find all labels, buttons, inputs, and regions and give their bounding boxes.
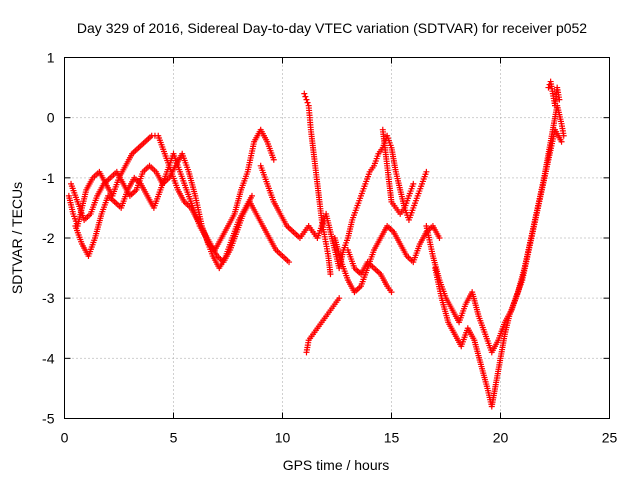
x-tick-label: 10 xyxy=(275,430,291,446)
data-point-marker xyxy=(410,180,417,187)
series-track-l xyxy=(545,78,563,109)
plot-frame xyxy=(64,57,610,419)
x-tick-label: 0 xyxy=(61,430,69,446)
data-point-marker xyxy=(270,156,277,163)
data-point-marker xyxy=(327,271,334,278)
data-point-marker xyxy=(336,295,343,302)
series-track-b xyxy=(68,126,277,254)
x-tick-labels: 0 5 10 15 20 25 xyxy=(61,430,618,446)
y-axis-label: SDTVAR / TECUs xyxy=(9,182,25,294)
series-track-g xyxy=(301,90,334,278)
series-track-d xyxy=(257,132,430,272)
data-point-marker xyxy=(545,84,552,91)
x-tick-label: 20 xyxy=(493,430,509,446)
y-tick-label: 1 xyxy=(47,50,55,66)
series-track-k xyxy=(432,126,565,410)
data-point-marker xyxy=(304,99,311,106)
y-tick-label: -5 xyxy=(42,411,55,427)
y-tick-labels: -5 -4 -3 -2 -1 0 1 xyxy=(42,50,55,427)
y-tick-label: -4 xyxy=(42,350,55,366)
y-tick-label: -3 xyxy=(42,290,55,306)
data-point-marker xyxy=(388,289,395,296)
data-point-marker xyxy=(286,259,293,266)
data-point-marker xyxy=(301,90,308,97)
data-point-marker xyxy=(436,235,443,241)
data-point-marker xyxy=(556,96,563,103)
series-track-a xyxy=(65,132,293,266)
x-tick-label: 25 xyxy=(602,430,618,446)
data-point-marker xyxy=(558,138,565,145)
series-track-c xyxy=(72,150,255,272)
chart-title: Day 329 of 2016, Sidereal Day-to-day VTE… xyxy=(77,20,587,36)
series-track-i xyxy=(379,126,417,217)
data-point-marker xyxy=(303,96,310,103)
data-point-marker xyxy=(302,93,309,100)
data-point-marker xyxy=(248,192,255,199)
x-tick-label: 15 xyxy=(384,430,400,446)
y-tick-label: -1 xyxy=(42,170,55,186)
y-tick-label: -2 xyxy=(42,230,55,246)
data-point-marker xyxy=(560,132,567,139)
data-point-marker xyxy=(423,168,430,175)
x-axis-label: GPS time / hours xyxy=(283,457,390,473)
series-track-f xyxy=(344,247,395,296)
y-tick-label: 0 xyxy=(47,110,55,126)
x-tick-label: 5 xyxy=(170,430,178,446)
series-track-h xyxy=(303,295,343,356)
data-points xyxy=(65,78,567,410)
